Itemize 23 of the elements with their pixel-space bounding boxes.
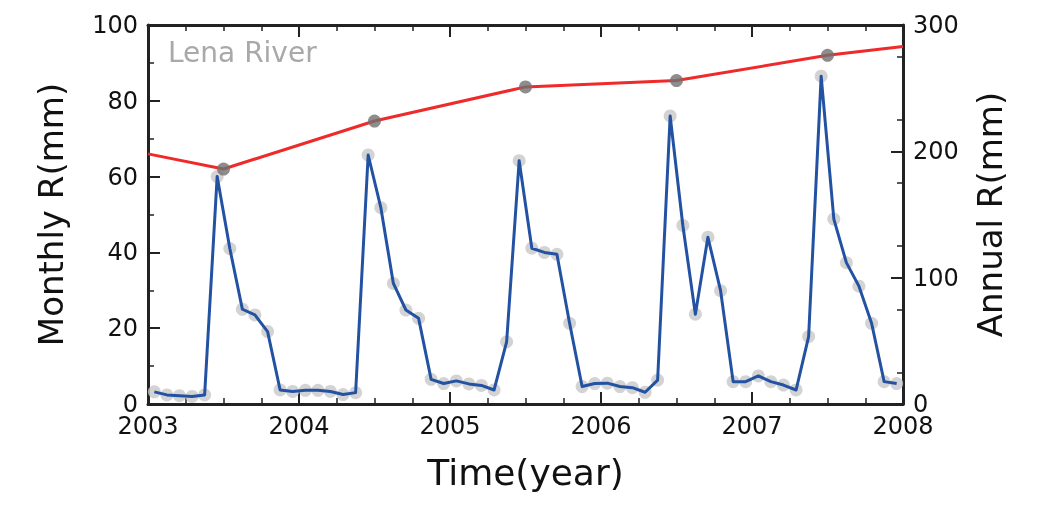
x-tick-label: 2006 (570, 412, 632, 440)
y-tick-label: 60 (107, 162, 138, 191)
point (519, 80, 532, 94)
x-tick-label: 2003 (117, 412, 179, 440)
y2-tick-label: 100 (913, 263, 959, 292)
y-tick-label: 40 (107, 238, 138, 267)
y2-tick-label: 300 (913, 11, 959, 39)
y2-axis-title: Annual R(mm) (970, 91, 1010, 338)
x-tick-label: 2005 (419, 412, 481, 440)
point (217, 162, 230, 176)
y-axis-title: Monthly R(mm) (31, 82, 71, 347)
y2-tick-label: 200 (913, 137, 959, 166)
y-tick-label: 80 (107, 86, 138, 115)
x-tick-label: 2004 (268, 412, 330, 440)
point (670, 74, 683, 88)
annotation: Lena River (168, 35, 318, 69)
x-tick-label: 2007 (721, 412, 783, 440)
x-tick-label: 2008 (872, 412, 934, 440)
point (821, 48, 834, 62)
y-tick-label: 20 (107, 314, 138, 343)
y-tick-label: 100 (92, 11, 138, 39)
x-axis-title: Time(year) (426, 451, 624, 493)
point (368, 114, 381, 128)
